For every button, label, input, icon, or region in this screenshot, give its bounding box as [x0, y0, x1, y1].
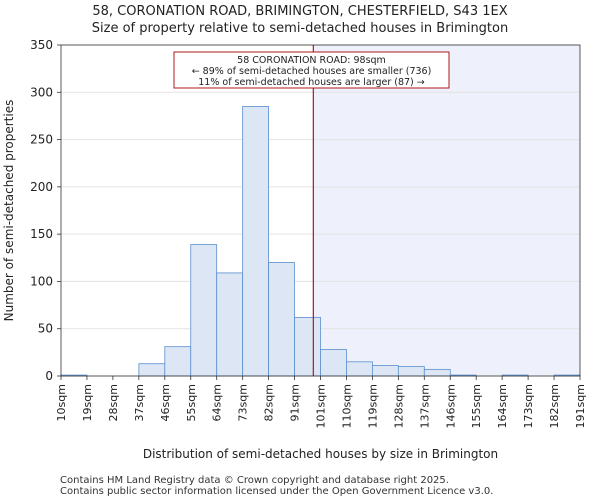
- x-tick-label: 137sqm: [418, 384, 431, 428]
- x-tick-label: 101sqm: [315, 384, 328, 428]
- y-tick-label: 150: [30, 227, 53, 241]
- footer-copyright: Contains HM Land Registry data © Crown c…: [60, 475, 449, 486]
- bar: [320, 349, 347, 377]
- y-tick-label: 250: [30, 133, 53, 147]
- larger-region-shade: [313, 45, 580, 376]
- annotation-smaller: ← 89% of semi-detached houses are smalle…: [192, 66, 432, 77]
- x-tick-label: 46sqm: [159, 384, 172, 421]
- chart-title: 58, CORONATION ROAD, BRIMINGTON, CHESTER…: [92, 4, 508, 19]
- bar: [242, 106, 269, 377]
- bar: [423, 368, 451, 377]
- annotation-box: [173, 51, 450, 89]
- x-tick-label: 37sqm: [133, 384, 146, 421]
- annotation-larger: 11% of semi-detached houses are larger (…: [198, 77, 425, 88]
- x-tick-label: 64sqm: [211, 384, 224, 421]
- x-tick-label: 164sqm: [496, 384, 509, 428]
- x-tick-label: 82sqm: [263, 384, 276, 421]
- x-tick-label: 146sqm: [444, 384, 457, 428]
- x-tick-label: 173sqm: [522, 384, 535, 428]
- y-tick-label: 350: [30, 38, 53, 52]
- x-tick-label: 182sqm: [548, 384, 561, 428]
- y-tick-label: 50: [38, 322, 53, 336]
- bar: [294, 316, 321, 377]
- chart-subtitle: Size of property relative to semi-detach…: [91, 21, 509, 36]
- x-tick-label: 73sqm: [237, 384, 250, 421]
- bar: [397, 366, 425, 377]
- x-tick-label: 155sqm: [470, 384, 483, 428]
- x-tick-label: 119sqm: [366, 384, 379, 428]
- y-tick-label: 100: [30, 274, 53, 288]
- bar: [164, 346, 192, 377]
- bar: [346, 361, 373, 377]
- x-tick-label: 110sqm: [340, 384, 353, 428]
- x-tick-label: 10sqm: [55, 384, 68, 421]
- x-tick-label: 191sqm: [574, 384, 587, 428]
- x-axis-label: Distribution of semi-detached houses by …: [143, 447, 498, 461]
- y-axis-label: Number of semi-detached properties: [2, 100, 16, 322]
- bar: [371, 365, 399, 377]
- y-tick-label: 300: [30, 85, 53, 99]
- y-tick-label: 200: [30, 180, 53, 194]
- x-tick-label: 128sqm: [392, 384, 405, 428]
- y-tick-label: 0: [45, 369, 53, 383]
- bar: [268, 262, 295, 377]
- x-tick-label: 55sqm: [185, 384, 198, 421]
- footer-licence: Contains public sector information licen…: [60, 486, 494, 497]
- annotation-title: 58 CORONATION ROAD: 98sqm: [237, 55, 386, 66]
- x-tick-label: 28sqm: [107, 384, 120, 421]
- x-tick-label: 91sqm: [289, 384, 302, 421]
- x-tick-label: 19sqm: [81, 384, 94, 421]
- bar: [190, 244, 218, 377]
- bar: [216, 272, 244, 377]
- bar: [138, 363, 166, 377]
